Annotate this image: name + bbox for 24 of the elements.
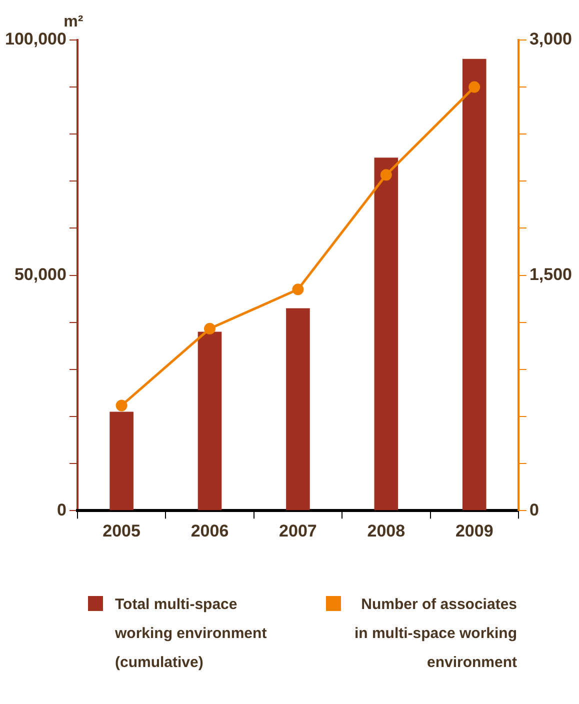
point	[292, 284, 304, 296]
y2-tick-label: 0	[529, 500, 539, 520]
point	[468, 81, 480, 93]
y-tick-label: 100,000	[5, 30, 66, 49]
y2-tick-label: 3,000	[529, 30, 572, 49]
legend-label: Total multi-space working environment (cumulative)	[115, 595, 268, 673]
x-tick-label: 2009	[455, 521, 494, 540]
x-tick-label: 2007	[279, 521, 317, 540]
y-axis-title: m²	[64, 13, 84, 30]
legend-label: Number of associates in multi-space working environment	[353, 595, 517, 673]
y-tick-label: 0	[56, 500, 66, 520]
x-tick-label: 2008	[367, 521, 406, 540]
bar	[462, 58, 486, 510]
point	[380, 169, 392, 181]
y-tick-label: 50,000	[14, 264, 66, 284]
bar	[374, 158, 398, 510]
bar	[198, 332, 222, 510]
point	[204, 322, 216, 334]
bar	[286, 308, 310, 510]
y2-tick-label: 1,500	[529, 264, 572, 284]
x-tick-label: 2005	[102, 521, 140, 540]
x-tick-label: 2006	[190, 521, 229, 540]
point	[116, 400, 128, 412]
bar	[110, 412, 134, 510]
